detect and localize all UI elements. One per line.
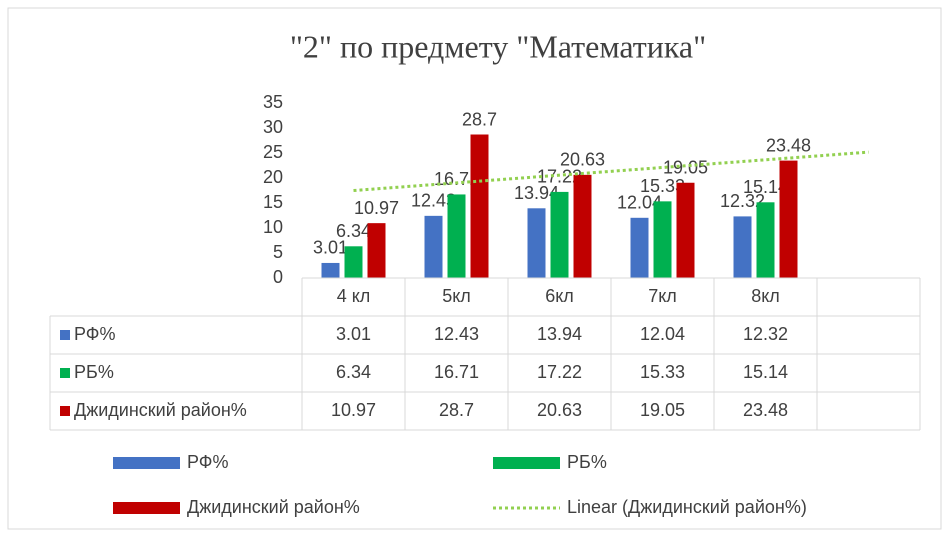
data-label: 20.63	[560, 150, 605, 170]
legend-label: Linear (Джидинский район%)	[567, 497, 807, 517]
bar	[344, 246, 363, 278]
bar	[756, 202, 775, 278]
chart-title: "2" по предмету "Математика"	[290, 28, 706, 64]
y-tick-label: 30	[263, 117, 283, 137]
data-label: 28.7	[462, 109, 497, 129]
data-label: 12.32	[720, 191, 765, 211]
trendline	[353, 150, 869, 193]
legend-key	[113, 502, 180, 514]
table-legend-key	[60, 368, 70, 378]
y-tick-label: 25	[263, 142, 283, 162]
bar	[447, 194, 466, 278]
data-label: 19.05	[663, 158, 708, 178]
y-tick-label: 15	[263, 192, 283, 212]
data-label: 13.94	[514, 183, 559, 203]
table-cell: 6.34	[336, 362, 371, 382]
bar	[653, 201, 672, 278]
legend-key	[113, 457, 180, 469]
legend-label: РБ%	[567, 452, 607, 472]
bar	[470, 134, 489, 278]
table-cell: 12.04	[640, 324, 685, 344]
table-cell: 3.01	[336, 324, 371, 344]
table-row-label: РФ%	[74, 324, 116, 344]
y-tick-label: 20	[263, 167, 283, 187]
table-row-label: Джидинский район%	[74, 400, 247, 420]
bar	[321, 262, 340, 278]
table-cell: 15.14	[743, 362, 788, 382]
x-tick-label: 8кл	[751, 286, 780, 306]
bar	[424, 215, 443, 278]
x-tick-label: 4 кл	[337, 286, 371, 306]
y-tick-label: 5	[273, 242, 283, 262]
table-legend-key	[60, 406, 70, 416]
table-row-label: РБ%	[74, 362, 114, 382]
bar	[733, 216, 752, 278]
x-tick-label: 5кл	[442, 286, 471, 306]
table-cell: 12.32	[743, 324, 788, 344]
table-cell: 19.05	[640, 400, 685, 420]
data-label: 10.97	[354, 198, 399, 218]
y-tick-label: 35	[263, 92, 283, 112]
table-cell: 28.7	[439, 400, 474, 420]
table-cell: 16.71	[434, 362, 479, 382]
table-cell: 20.63	[537, 400, 582, 420]
table-cell: 15.33	[640, 362, 685, 382]
y-tick-label: 0	[273, 267, 283, 287]
legend-label: РФ%	[187, 452, 229, 472]
y-tick-label: 10	[263, 217, 283, 237]
bar	[676, 182, 695, 278]
bar	[573, 174, 592, 278]
table-legend-key	[60, 330, 70, 340]
bar	[550, 191, 569, 278]
bar	[367, 223, 386, 278]
legend-label: Джидинский район%	[187, 497, 360, 517]
data-label: 23.48	[766, 135, 811, 155]
data-label: 15.14	[743, 177, 788, 197]
data-label: 12.43	[411, 191, 456, 211]
bar	[630, 217, 649, 278]
x-tick-label: 7кл	[648, 286, 677, 306]
bar	[527, 208, 546, 278]
table-cell: 23.48	[743, 400, 788, 420]
table-cell: 17.22	[537, 362, 582, 382]
data-label: 6.34	[336, 221, 371, 241]
x-tick-label: 6кл	[545, 286, 574, 306]
bar	[779, 160, 798, 278]
table-cell: 12.43	[434, 324, 479, 344]
data-label: 15.33	[640, 176, 685, 196]
data-label: 3.01	[313, 238, 348, 258]
table-cell: 13.94	[537, 324, 582, 344]
table-cell: 10.97	[331, 400, 376, 420]
legend-key	[493, 457, 560, 469]
data-label: 12.04	[617, 193, 662, 213]
